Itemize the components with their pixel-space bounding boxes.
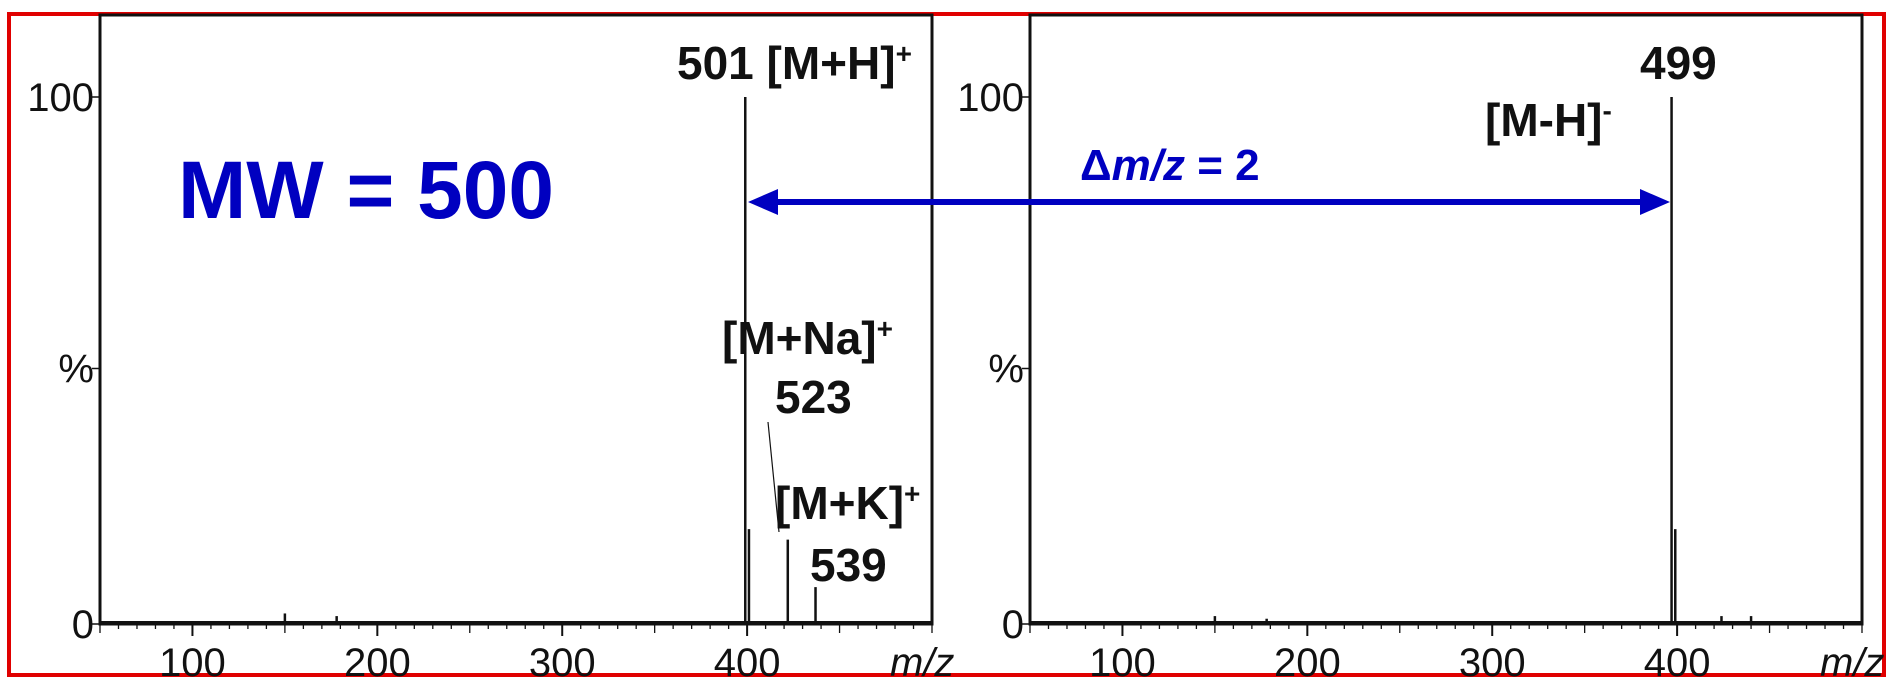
y-tick-label: 0 [72,603,94,647]
mw-label: MW = 500 [178,145,554,236]
negative-spectrum-panel: 100% 0 100 200 300 400 m/z [957,13,1884,683]
delta-mz-label: Δm/z = 2 [1080,141,1260,190]
peak-label-mna: [M+Na]+ [722,312,893,364]
peak-value-539: 539 [810,539,887,591]
delta-arrow [748,189,1670,215]
x-tick-label: 100 [159,641,226,678]
x-tick-label: 400 [714,641,781,678]
peak-value-499: 499 [1640,37,1717,89]
y-tick-label: % [58,348,94,392]
x-axis-label: m/z [890,641,954,678]
positive-spectrum-panel: 100% 0 100 200 300 400 m/z [27,13,954,683]
plot-frame [1028,13,1864,626]
y-tick-label: 100 [27,76,94,120]
y-tick-label: 0 [1002,603,1024,647]
peak-label-mk: [M+K]+ [775,477,920,529]
x-tick-label: 300 [1459,641,1526,678]
figure-frame [7,12,1886,677]
y-tick-label: % [988,348,1024,392]
delta-arrow-head-left [748,189,778,215]
delta-arrow-head-right [1640,189,1670,215]
x-tick-label: 200 [344,641,411,678]
peak-label-mminush: [M-H]- [1485,94,1612,146]
peak-value-523: 523 [775,371,852,423]
x-axis-label: m/z [1820,641,1884,678]
y-tick-label: 100 [957,76,1024,120]
leader-line-na [767,421,780,533]
x-tick-label: 400 [1644,641,1711,678]
x-tick-label: 100 [1089,641,1156,678]
x-tick-label: 300 [529,641,596,678]
x-tick-label: 200 [1274,641,1341,678]
peak-label-mh: 501 [M+H]+ [677,37,912,89]
plot-frame [98,13,934,626]
